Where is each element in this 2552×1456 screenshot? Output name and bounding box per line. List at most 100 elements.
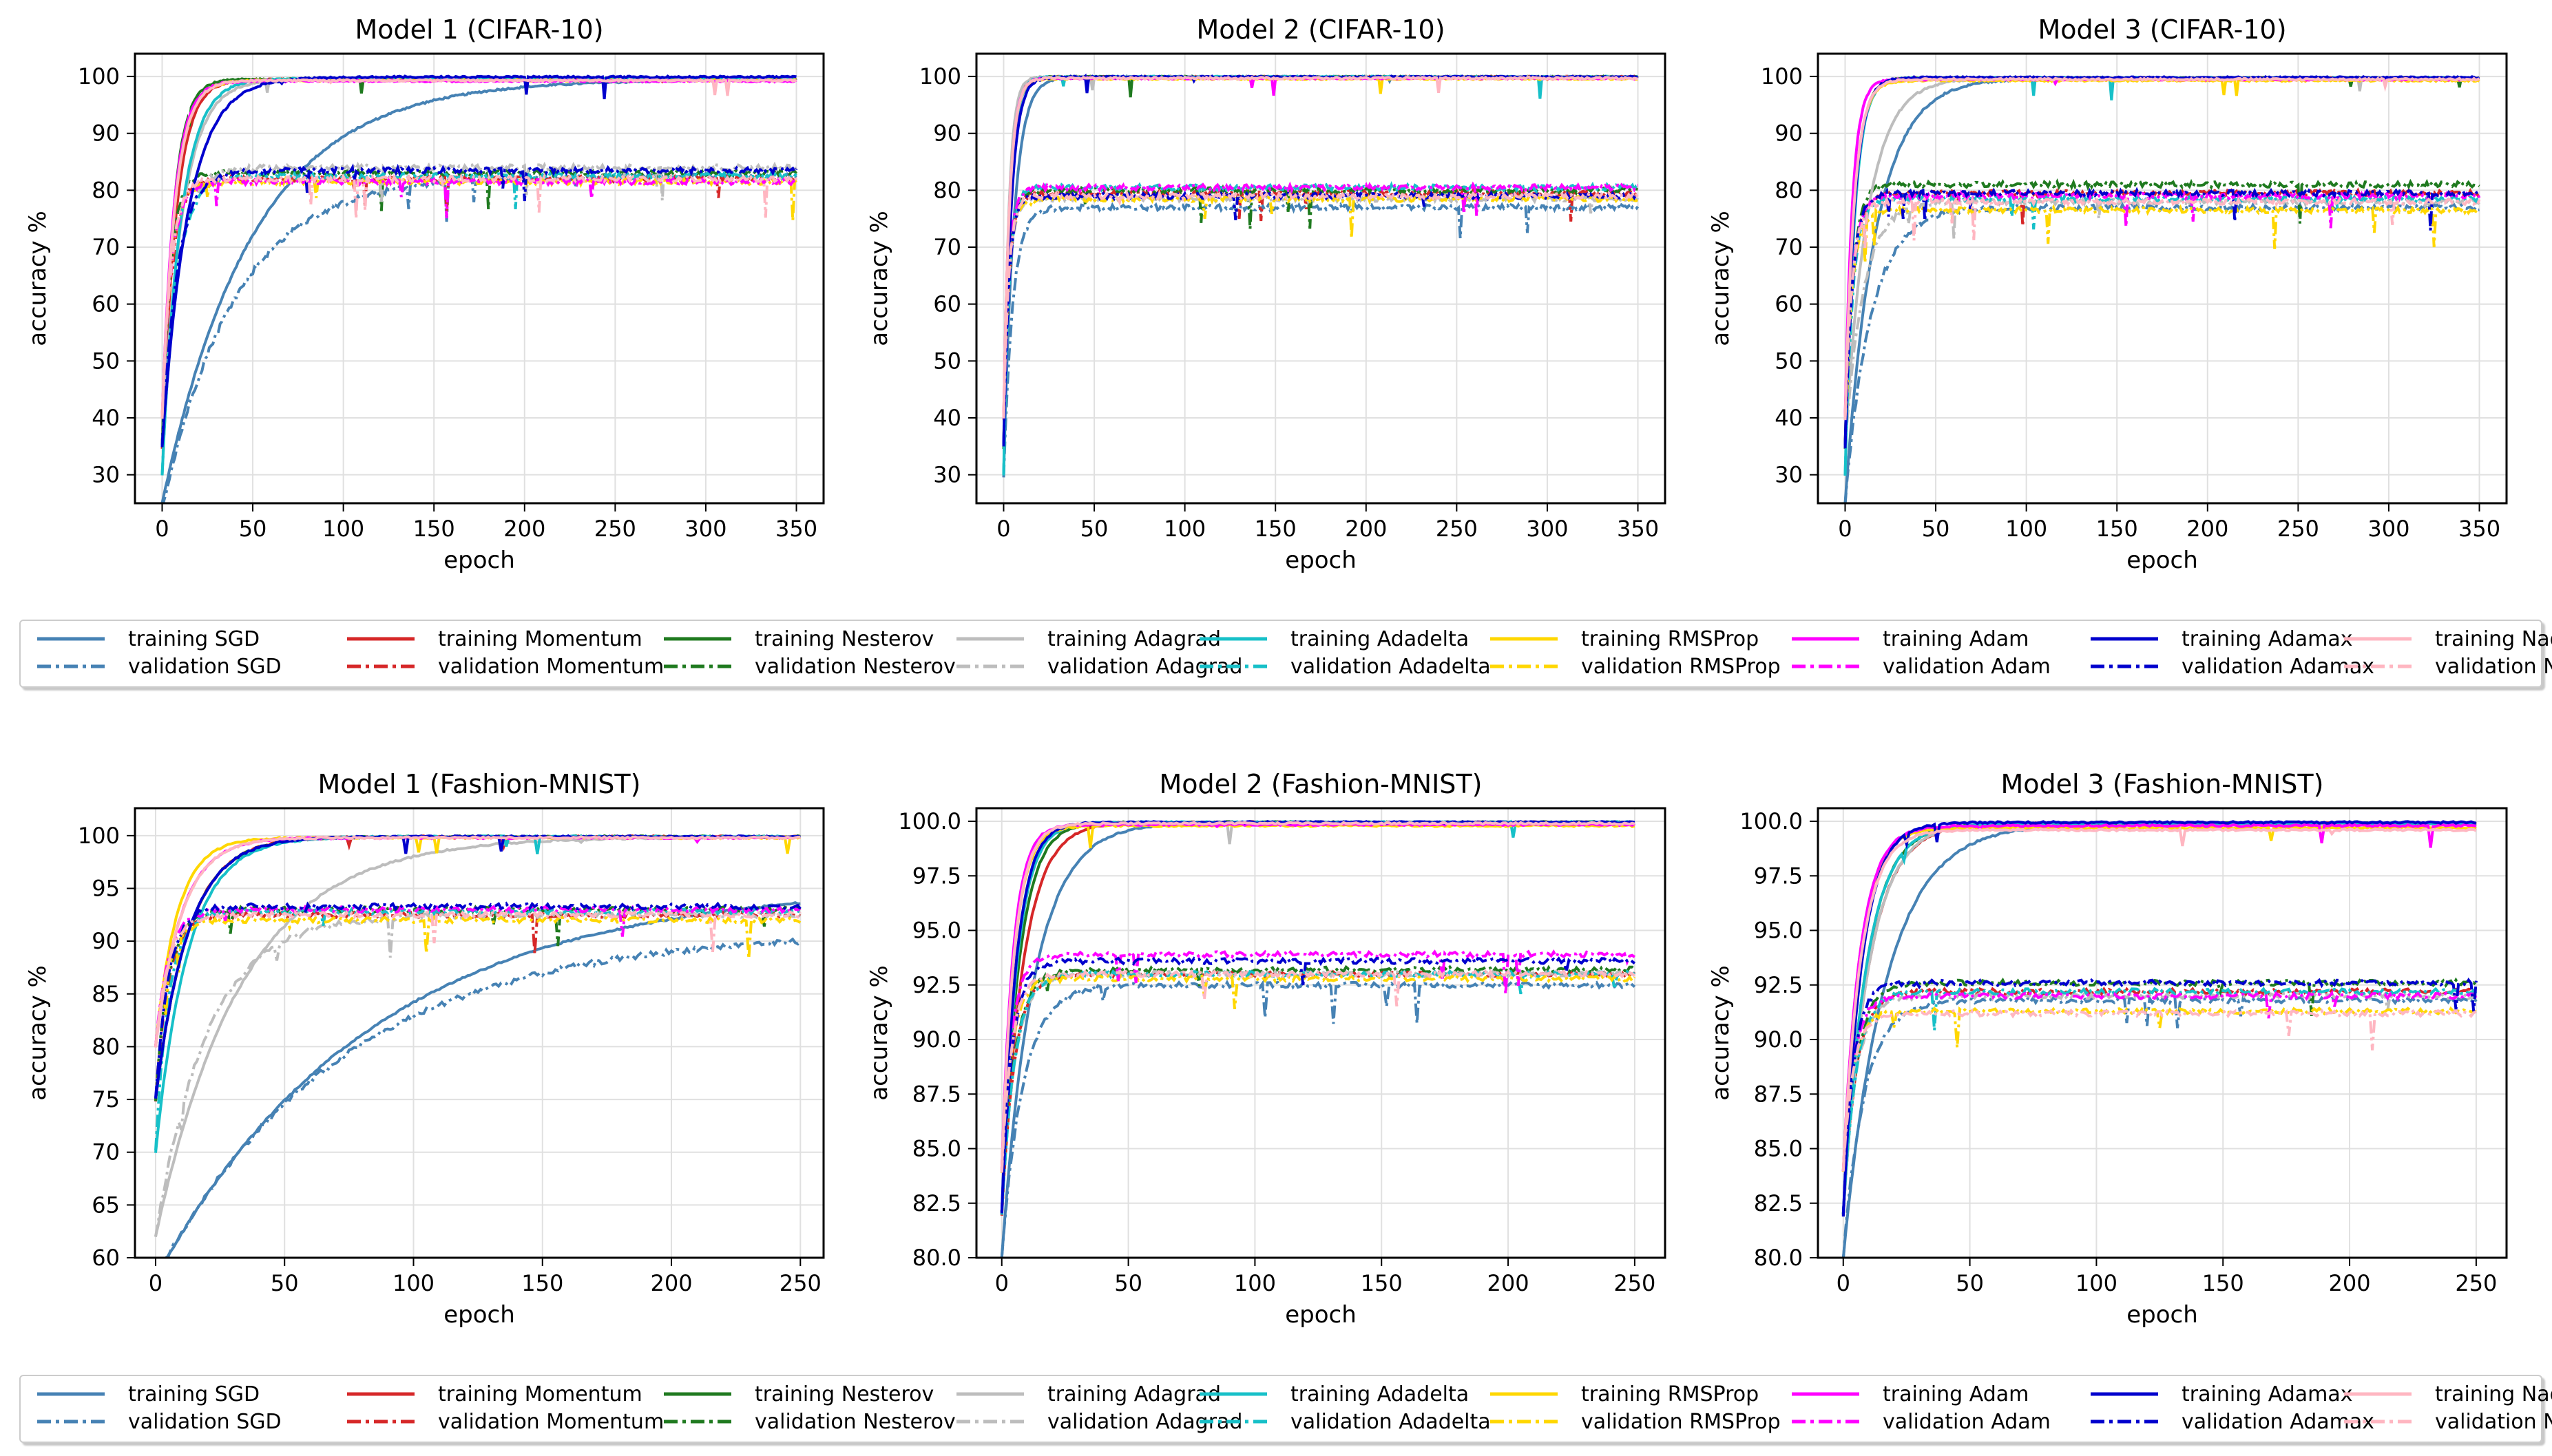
validation-line-adadelta [1002, 181, 1639, 476]
x-tick-label: 200 [1345, 516, 1387, 542]
legend-entry-training-momentum: training Momentum [337, 625, 642, 653]
legend-label: validation Adamax [2182, 1409, 2375, 1434]
validation-line-nesterov [160, 166, 798, 447]
legend-entry-training-adam: training Adam [1782, 1380, 2029, 1408]
legend-label: training Adagrad [1047, 1382, 1221, 1406]
legend-swatch-validation-nesterov [664, 1420, 731, 1424]
plot-frame [975, 52, 1666, 505]
x-tick-label: 0 [1838, 516, 1852, 542]
x-tick-label: 50 [1080, 516, 1109, 542]
x-tick-label: 250 [780, 1270, 822, 1296]
training-line-adagrad [1843, 74, 2480, 447]
y-tick-label: 75 [92, 1086, 120, 1112]
training-line-sgd [1841, 821, 2477, 1258]
legend-bottom: training SGD validation SGD training Momen… [19, 1375, 2552, 1443]
legend-entry-training-rmsprop: training RMSProp [1481, 625, 1759, 653]
validation-line-adam [1000, 947, 1636, 1168]
legend-entry-training-nesterov: training Nesterov [654, 1380, 934, 1408]
training-line-nadam [1843, 76, 2480, 419]
y-tick-label: 80.0 [912, 1245, 961, 1271]
training-line-adadelta [1843, 75, 2480, 476]
legend-swatch-validation-adagrad [956, 664, 1024, 668]
training-line-adagrad [1002, 74, 1638, 446]
x-axis-label: epoch [1285, 547, 1357, 574]
y-tick-label: 90.0 [912, 1026, 961, 1053]
training-line-momentum [1000, 820, 1635, 1214]
legend-entry-validation-adam: validation Adam [1782, 653, 2051, 680]
validation-line-rmsprop [1002, 193, 1639, 420]
y-tick-label: 50 [933, 348, 961, 374]
y-tick-label: 90 [933, 120, 961, 147]
validation-line-nadam [1000, 969, 1636, 1173]
x-tick-label: 100 [393, 1270, 435, 1296]
validation-line-nadam [154, 909, 802, 1048]
x-tick-label: 0 [155, 516, 169, 542]
legend-swatch-validation-nadam [2344, 664, 2412, 668]
legend-swatch-validation-adamax [2091, 664, 2158, 668]
x-tick-label: 150 [2096, 516, 2138, 542]
legend-entry-validation-rmsprop: validation RMSProp [1481, 653, 1781, 680]
series-group [154, 834, 802, 1258]
legend-swatch-training-nadam [2344, 1392, 2412, 1396]
plot-frame [134, 807, 825, 1259]
y-tick-label: 70 [933, 234, 961, 260]
x-tick-label: 350 [1617, 516, 1659, 542]
plot-frame [1817, 52, 2508, 505]
y-tick-label: 60 [1775, 291, 1803, 317]
legend-top: training SGD validation SGD training Momen… [19, 620, 2552, 688]
training-line-momentum [1002, 74, 1639, 447]
training-line-adamax [1002, 73, 1639, 447]
legend-swatch-validation-momentum [347, 664, 415, 668]
legend-swatch-validation-adadelta [1200, 664, 1267, 668]
x-tick-label: 250 [1613, 1270, 1655, 1296]
training-line-adam [1841, 823, 2477, 1172]
validation-line-adam [154, 905, 802, 1047]
legend-label: training Adagrad [1047, 626, 1221, 651]
y-tick-label: 97.5 [1754, 863, 1803, 889]
validation-line-sgd [162, 169, 797, 503]
legend-swatch-training-rmsprop [1490, 637, 1558, 641]
y-tick-label: 97.5 [912, 863, 961, 889]
validation-line-adamax [1000, 956, 1636, 1212]
y-tick-label: 82.5 [1754, 1190, 1803, 1216]
legend-label: training Nadam [2435, 626, 2552, 651]
legend-entry-validation-adadelta: validation Adadelta [1190, 1408, 1491, 1435]
legend-entry-training-adagrad: training Adagrad [947, 625, 1221, 653]
legend-label: validation Adadelta [1290, 654, 1491, 679]
validation-line-adamax [1841, 977, 2478, 1217]
legend-label: training Adadelta [1290, 626, 1470, 651]
legend-label: training RMSProp [1581, 626, 1759, 651]
validation-line-adagrad [1002, 192, 1640, 444]
y-tick-label: 90.0 [1754, 1026, 1803, 1053]
validation-line-adam [1843, 189, 2481, 420]
chart-5: 0 50 100 150 200 250 80.0 82.5 85.0 87.5 90.0 92.5 9… [866, 769, 1666, 1329]
legend-swatch-training-momentum [347, 637, 415, 641]
x-tick-label: 0 [996, 516, 1010, 542]
training-line-adagrad [1000, 820, 1635, 1214]
legend-label: training Nadam [2435, 1382, 2552, 1406]
legend-entry-training-sgd: training SGD [28, 625, 260, 653]
training-line-nesterov [1843, 75, 2480, 447]
validation-line-sgd [164, 937, 802, 1258]
validation-line-nesterov [1002, 183, 1638, 450]
x-tick-label: 150 [413, 516, 455, 542]
x-tick-label: 0 [149, 1270, 163, 1296]
x-tick-label: 200 [2186, 516, 2228, 542]
legend-entry-validation-nesterov: validation Nesterov [654, 1408, 956, 1435]
legend-label: validation Nesterov [755, 1409, 956, 1434]
x-tick-label: 100 [322, 516, 364, 542]
validation-line-nesterov [154, 903, 802, 1101]
legend-swatch-validation-adam [1792, 1420, 1859, 1424]
validation-line-momentum [160, 172, 797, 449]
training-line-nadam [1002, 75, 1638, 418]
legend-swatch-validation-adam [1792, 664, 1859, 668]
training-line-rmsprop [1002, 75, 1638, 419]
legend-swatch-validation-adagrad [956, 1420, 1024, 1424]
validation-line-rmsprop [1843, 204, 2480, 416]
legend-swatch-training-nesterov [664, 1392, 731, 1396]
y-tick-label: 80 [933, 177, 961, 203]
y-tick-label: 40 [1775, 405, 1803, 431]
y-tick-label: 100 [78, 823, 120, 849]
legend-label: validation Momentum [438, 1409, 665, 1434]
